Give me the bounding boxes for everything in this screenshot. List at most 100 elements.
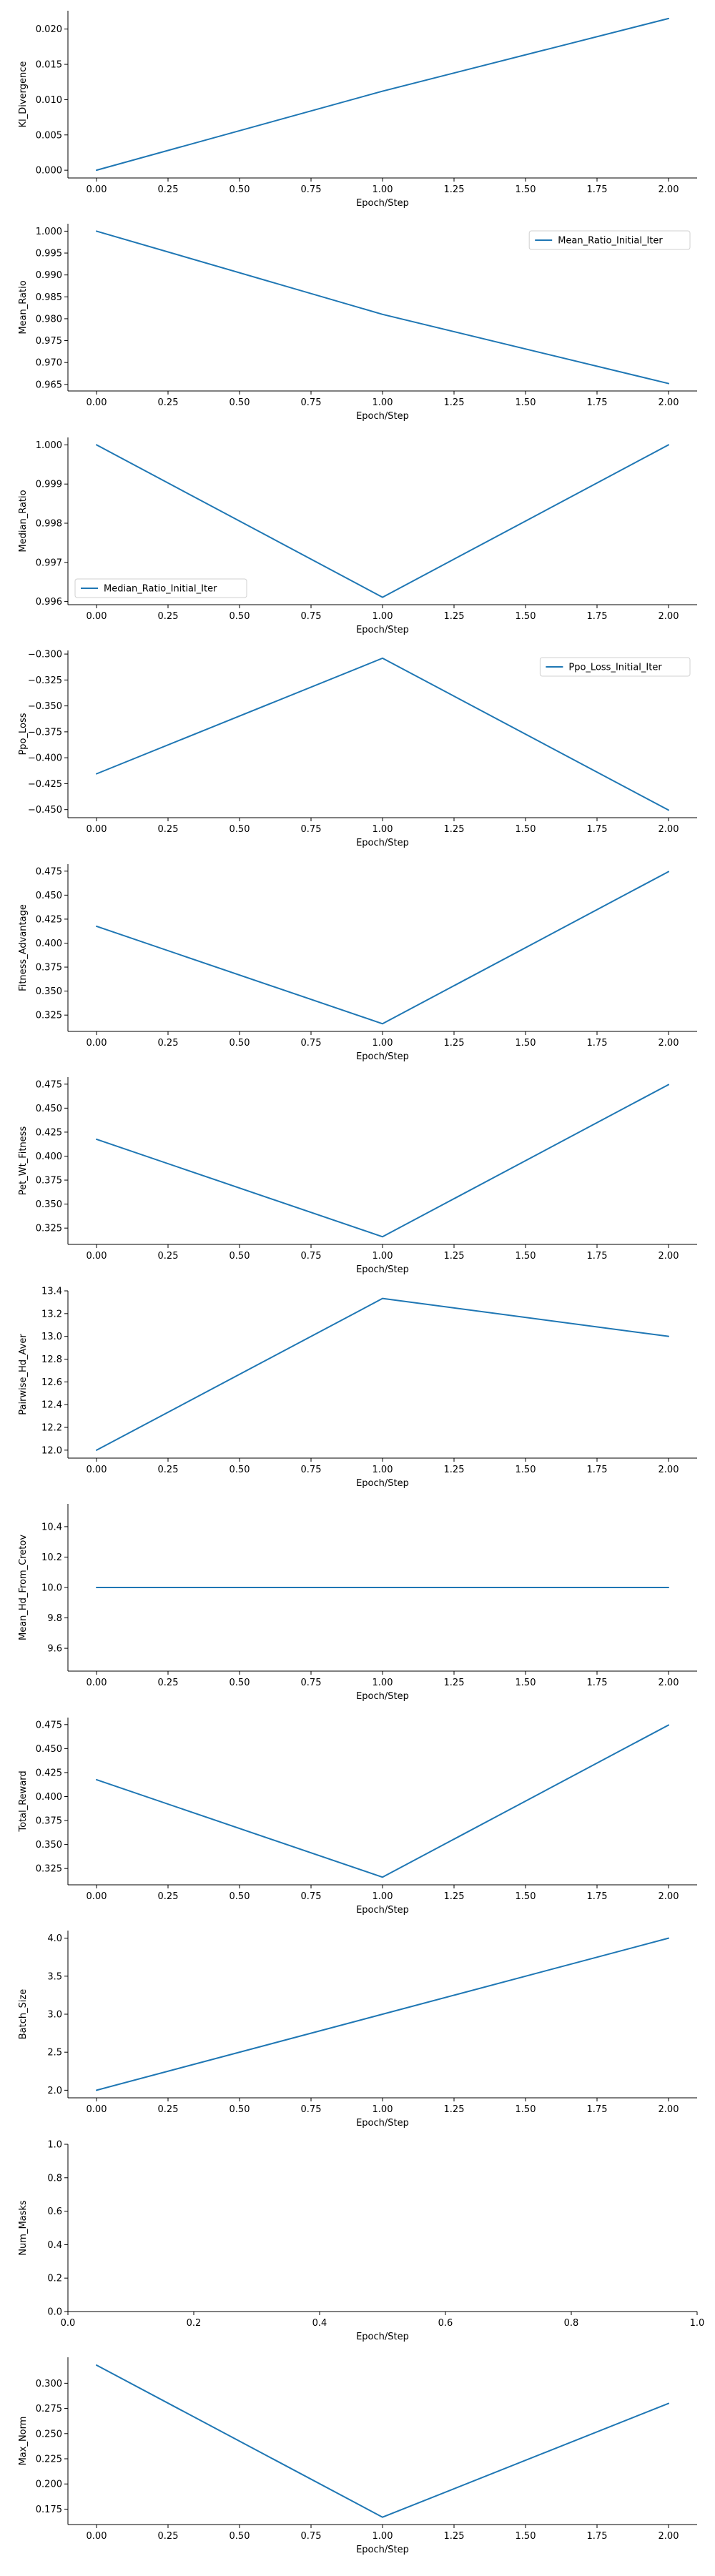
x-tick-label: 2.00 — [659, 2531, 679, 2542]
x-tick-label: 1.50 — [516, 1678, 536, 1688]
y-axis-label: Total_Reward — [18, 1770, 29, 1832]
x-axis-label: Epoch/Step — [356, 1051, 409, 1062]
x-tick-label: 1.00 — [373, 1678, 393, 1688]
x-tick-label: 0.00 — [87, 824, 107, 835]
y-tick-label: 0.450 — [36, 1744, 62, 1755]
y-tick-label: −0.400 — [28, 753, 62, 764]
legend-label: Ppo_Loss_Initial_Iter — [568, 663, 662, 673]
y-tick-label: 0.400 — [36, 1151, 62, 1162]
chart-panel: 0.00 0.25 0.50 0.75 1.00 1.25 1.50 1.75 2.00 0.32… — [18, 1077, 697, 1275]
legend: Mean_Ratio_Initial_Iter — [528, 230, 691, 250]
y-tick-label: 0.350 — [36, 1199, 62, 1210]
y-tick-label: 0.450 — [36, 1104, 62, 1114]
x-tick-label: 0.25 — [158, 1678, 179, 1688]
x-tick-label: 0.00 — [87, 184, 107, 195]
y-tick-label: 0.250 — [36, 2429, 62, 2439]
x-tick-label: 1.75 — [587, 824, 608, 835]
y-tick-label: 0.450 — [36, 891, 62, 901]
x-axis-label: Epoch/Step — [356, 1478, 409, 1489]
y-tick-label: 0.275 — [36, 2404, 62, 2414]
y-axis-label: Pet_Wt_Fitness — [18, 1126, 29, 1196]
x-tick-label: 1.25 — [444, 2104, 465, 2115]
y-tick-label: 0.325 — [36, 1011, 62, 1021]
y-tick-label: 10.4 — [41, 1522, 62, 1532]
legend-label: Median_Ratio_Initial_Iter — [104, 584, 217, 595]
legend-box — [528, 230, 691, 250]
y-tick-label: −0.325 — [28, 675, 62, 686]
y-tick-label: 2.0 — [47, 2086, 62, 2096]
x-tick-label: 1.25 — [444, 1678, 465, 1688]
x-tick-label: 1.75 — [587, 1465, 608, 1475]
x-tick-label: 0.50 — [230, 1465, 250, 1475]
x-axis-label: Epoch/Step — [356, 1905, 409, 1916]
y-tick-label: 0.2 — [47, 2274, 62, 2284]
x-tick-label: 1.75 — [587, 1678, 608, 1688]
x-tick-label: 1.25 — [444, 1891, 465, 1902]
series-line — [96, 2364, 669, 2518]
x-tick-label: 1.25 — [444, 397, 465, 408]
x-axis-label: Epoch/Step — [356, 838, 409, 848]
x-tick-label: 0.25 — [158, 397, 179, 408]
x-tick-label: 0.4 — [312, 2318, 327, 2329]
y-tick-label: −0.450 — [28, 805, 62, 816]
y-tick-label: 0.400 — [36, 1792, 62, 1803]
x-tick-label: 0.25 — [158, 824, 179, 835]
y-tick-label: 13.2 — [41, 1309, 62, 1319]
x-tick-label: 0.00 — [87, 1251, 107, 1262]
y-tick-label: 0.475 — [36, 866, 62, 877]
y-tick-label: 1.000 — [36, 227, 62, 237]
x-tick-label: 0.25 — [158, 184, 179, 195]
x-tick-label: 0.25 — [158, 1891, 179, 1902]
x-tick-label: 1.75 — [587, 1251, 608, 1262]
x-tick-label: 0.50 — [230, 611, 250, 622]
x-tick-label: 1.50 — [516, 2531, 536, 2542]
x-tick-label: 1.50 — [516, 1038, 536, 1049]
x-tick-label: 0.50 — [230, 2531, 250, 2542]
y-tick-label: 0.999 — [36, 480, 62, 490]
x-tick-label: 0.00 — [87, 611, 107, 622]
x-tick-label: 0.25 — [158, 1038, 179, 1049]
y-axis-label: Pairwise_Hd_Aver — [18, 1334, 29, 1415]
y-axis-label: Fitness_Advantage — [18, 904, 29, 991]
x-tick-label: 0.75 — [301, 184, 322, 195]
y-tick-label: 13.4 — [41, 1287, 62, 1297]
x-tick-label: 0.50 — [230, 1891, 250, 1902]
y-tick-label: 0.475 — [36, 1079, 62, 1090]
series-line — [96, 17, 669, 172]
series-line — [96, 230, 669, 385]
y-tick-label: 0.375 — [36, 1816, 62, 1827]
x-tick-label: 0.25 — [158, 2531, 179, 2542]
x-tick-label: 0.75 — [301, 1891, 322, 1902]
x-axis-label: Epoch/Step — [356, 2118, 409, 2129]
chart-panel: 0.00 0.25 0.50 0.75 1.00 1.25 1.50 1.75 2.00 12.0… — [18, 1287, 697, 1489]
y-tick-label: 0.225 — [36, 2454, 62, 2465]
x-tick-label: 1.0 — [690, 2318, 705, 2329]
x-tick-label: 0.8 — [564, 2318, 579, 2329]
y-tick-label: 1.000 — [36, 440, 62, 451]
x-tick-label: 0.00 — [87, 2104, 107, 2115]
chart-panel: 0.00 0.25 0.50 0.75 1.00 1.25 1.50 1.75 2.00 0.17… — [18, 2357, 697, 2555]
y-tick-label: 0.020 — [36, 24, 62, 35]
x-tick-label: 0.50 — [230, 2104, 250, 2115]
chart-panel: 0.00 0.25 0.50 0.75 1.00 1.25 1.50 1.75 2.00 −0.4… — [18, 650, 697, 848]
x-axis-label: Epoch/Step — [356, 2332, 409, 2342]
y-tick-label: −0.375 — [28, 727, 62, 738]
y-tick-label: −0.425 — [28, 779, 62, 790]
y-tick-label: 0.325 — [36, 1224, 62, 1234]
y-tick-label: 2.5 — [47, 2048, 62, 2059]
x-tick-label: 0.00 — [87, 1891, 107, 1902]
y-tick-label: 0.425 — [36, 1768, 62, 1778]
y-tick-label: 0.980 — [36, 314, 62, 325]
x-tick-label: 1.75 — [587, 2531, 608, 2542]
legend: Ppo_Loss_Initial_Iter — [539, 657, 691, 677]
x-tick-label: 0.25 — [158, 611, 179, 622]
x-tick-label: 1.75 — [587, 611, 608, 622]
x-tick-label: 0.75 — [301, 1465, 322, 1475]
x-tick-label: 1.00 — [373, 1251, 393, 1262]
x-tick-label: 1.75 — [587, 1891, 608, 1902]
y-tick-label: 4.0 — [47, 1933, 62, 1944]
y-axis-label: Kl_Divergence — [18, 61, 29, 128]
series-line — [96, 1937, 669, 2091]
x-axis-label: Epoch/Step — [356, 625, 409, 635]
